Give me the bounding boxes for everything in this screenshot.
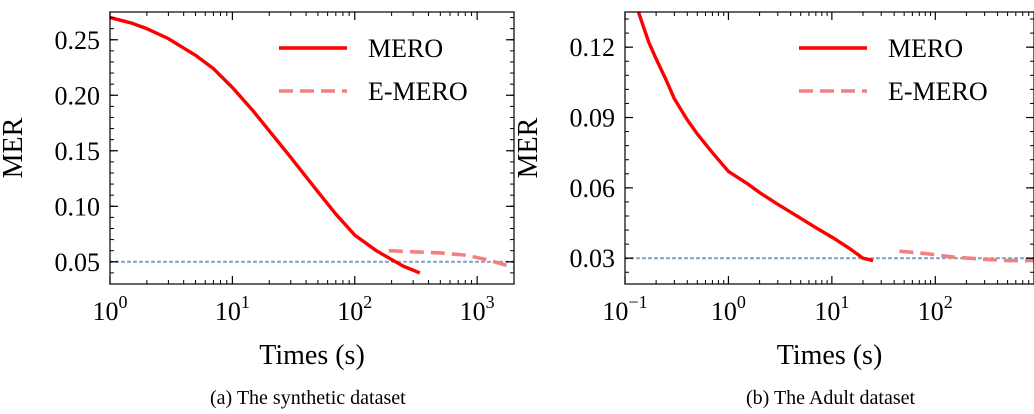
y-axis-label: MER [513, 117, 544, 178]
y-axis-label: MER [0, 117, 29, 178]
y-tick-label: 0.06 [570, 174, 616, 203]
chart-caption: (b) The Adult dataset [746, 387, 915, 409]
x-tick-label: 100 [93, 292, 128, 326]
plot-frame [624, 11, 1034, 285]
y-tick-label: 0.03 [570, 244, 616, 273]
x-tick-exponent: −1 [628, 292, 647, 312]
y-tick-label: 0.25 [55, 26, 101, 55]
chart-caption: (a) The synthetic dataset [210, 387, 406, 409]
y-tick-label: 0.12 [570, 33, 616, 62]
y-tick-label: 0.10 [55, 192, 101, 221]
series-line-e-mero [899, 249, 1034, 263]
x-tick-label: 102 [337, 292, 372, 326]
series-line-mero [110, 15, 421, 275]
series-line-e-mero [388, 248, 514, 270]
x-tick-exponent: 2 [944, 292, 953, 312]
x-axis-label: Times (s) [259, 340, 365, 371]
y-tick-label: 0.20 [55, 81, 101, 110]
x-tick-exponent: 2 [363, 292, 372, 312]
x-tick-label: 101 [814, 292, 849, 326]
x-tick-label: 101 [215, 292, 250, 326]
x-tick-exponent: 1 [241, 292, 250, 312]
legend-label: MERO [368, 34, 443, 63]
legend-label: E-MERO [888, 77, 988, 106]
x-tick-label: 10−1 [602, 292, 647, 326]
legend-label: E-MERO [368, 77, 468, 106]
x-tick-label: 102 [918, 292, 953, 326]
x-tick-exponent: 0 [119, 292, 128, 312]
y-tick-label: 0.05 [55, 248, 101, 277]
plot-frame [109, 11, 515, 285]
x-axis-label: Times (s) [777, 340, 883, 371]
x-tick-exponent: 0 [737, 292, 746, 312]
x-tick-exponent: 3 [486, 292, 495, 312]
x-tick-label: 103 [460, 292, 495, 326]
x-tick-exponent: 1 [840, 292, 849, 312]
legend-label: MERO [888, 34, 963, 63]
x-tick-label: 100 [711, 292, 746, 326]
series-line-mero [636, 12, 874, 263]
y-tick-label: 0.09 [570, 104, 616, 133]
y-tick-label: 0.15 [55, 137, 101, 166]
